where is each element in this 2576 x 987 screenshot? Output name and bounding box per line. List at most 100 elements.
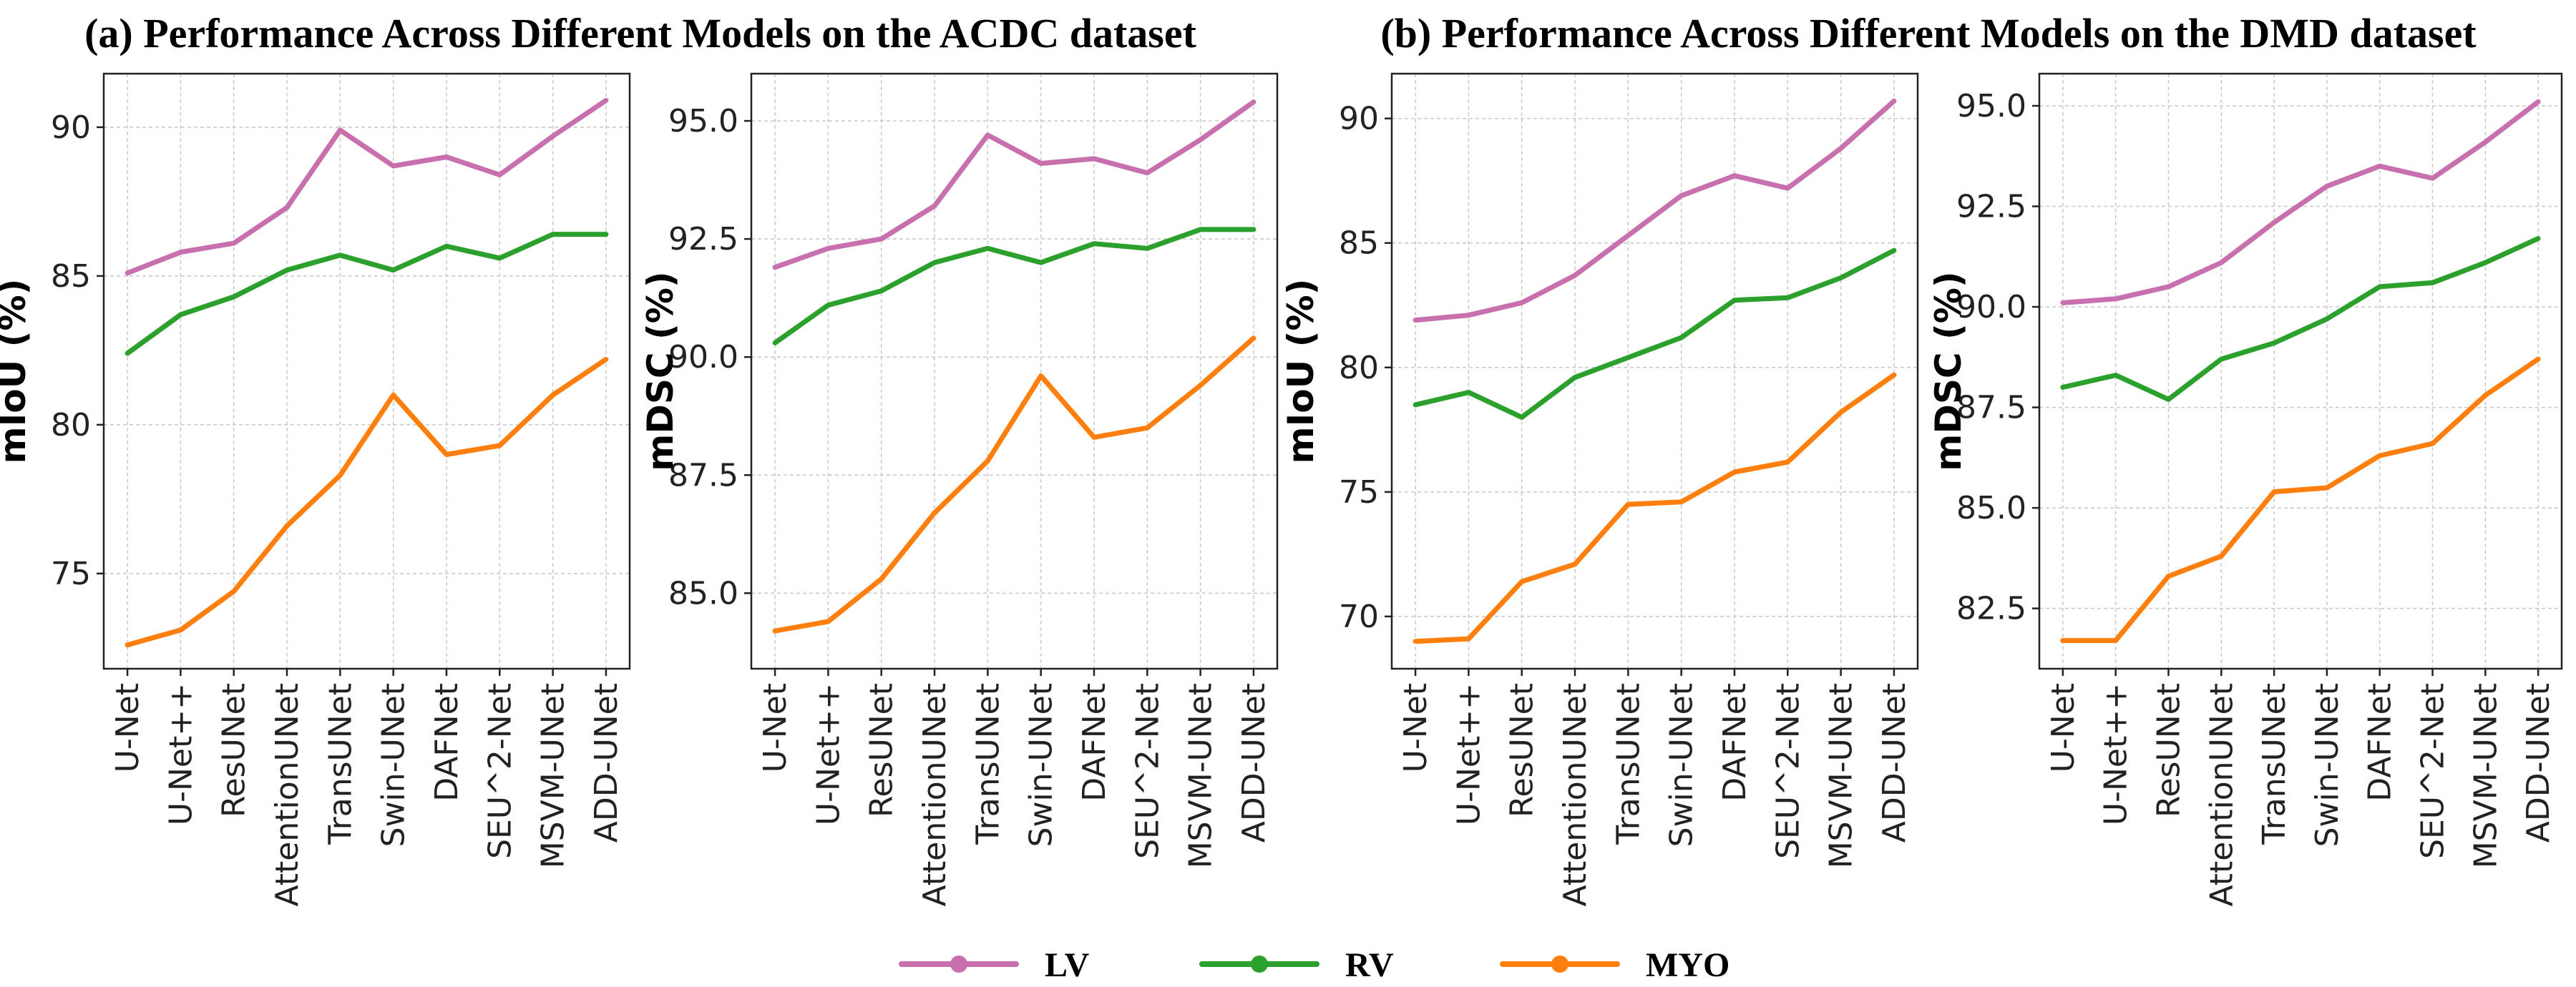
y-tick-label: 90	[1339, 101, 1379, 137]
legend-item-myo: MYO	[1500, 946, 1729, 984]
x-tick-label: U-Net++	[2098, 683, 2135, 825]
x-tick-label: AttentionUNet	[269, 683, 306, 907]
x-tick-label: AttentionUNet	[917, 683, 953, 907]
legend-marker	[950, 956, 967, 973]
x-tick-label: SEU^2-Net	[1770, 683, 1806, 859]
x-tick-label: Swin-UNet	[2309, 683, 2346, 847]
x-tick-label: ResUNet	[864, 683, 900, 817]
x-tick-label: ADD-UNet	[588, 683, 625, 843]
subplot-4: 82.5 85.0 87.5 90.0 92.5 95.0 U-Net U-Net++ ResU…	[1928, 72, 2563, 907]
legend-label: MYO	[1646, 946, 1729, 984]
subplot-3: 70 75 80 85 90 U-Net U-Net++ ResUNet AttentionUN…	[1280, 72, 1919, 907]
legend: LV RV MYO	[899, 946, 1729, 984]
x-tick-label: SEU^2-Net	[2415, 683, 2451, 859]
x-tick-label: MSVM-UNet	[1823, 683, 1860, 868]
x-tick-label: MSVM-UNet	[2467, 683, 2504, 868]
x-tick-label: U-Net++	[162, 683, 199, 825]
y-axis-label: mIoU (%)	[0, 279, 34, 464]
series-line-rv	[772, 227, 1257, 345]
x-tick-label: Swin-UNet	[1664, 683, 1700, 847]
y-tick-label: 87.5	[668, 457, 738, 494]
plot-frame	[1390, 72, 1919, 670]
y-tick-label: 82.5	[1956, 591, 2026, 627]
grid	[1392, 74, 1918, 669]
y-tick-label: 90.0	[1956, 289, 2026, 325]
plot-frame	[2038, 72, 2563, 670]
y-tick-label: 95.0	[1956, 88, 2026, 124]
legend-marker	[1251, 956, 1268, 973]
x-tick-label: ResUNet	[216, 683, 253, 817]
x-tick-label: TransUNet	[2256, 683, 2293, 845]
x-tick-label: TransUNet	[322, 683, 358, 845]
grid	[104, 74, 630, 669]
y-tick-label: 90.0	[668, 339, 738, 375]
y-tick-label: 85	[51, 258, 91, 295]
y-tick-label: 80	[1339, 350, 1379, 386]
series-line-myo	[1413, 372, 1897, 644]
plot-frame	[102, 72, 631, 670]
x-tick-label: ResUNet	[1504, 683, 1541, 817]
y-tick-label: 85.0	[668, 575, 738, 612]
x-tick-label: ADD-UNet	[1876, 683, 1913, 843]
legend-label: RV	[1345, 946, 1394, 984]
x-tick-label: DAFNet	[1076, 683, 1113, 802]
x-tick-label: Swin-UNet	[1023, 683, 1060, 847]
x-tick-label: DAFNet	[2362, 683, 2399, 802]
x-tick-label: U-Net++	[1450, 683, 1487, 825]
subplot-1: 75 80 85 90 U-Net U-Net++ ResUNet AttentionUNet…	[0, 72, 631, 907]
y-tick-label: 75	[51, 556, 91, 592]
series-line-lv	[772, 99, 1257, 270]
series-line-lv	[2060, 99, 2541, 305]
x-tick-label: SEU^2-Net	[1129, 683, 1166, 859]
x-tick-label: U-Net	[1397, 683, 1434, 772]
series-line-rv	[2060, 236, 2541, 402]
title-acdc: (a) Performance Across Different Models …	[84, 10, 1197, 57]
title-dmd: (b) Performance Across Different Models …	[1380, 10, 2477, 57]
x-tick-label: AttentionUNet	[1557, 683, 1594, 907]
series-line-lv	[125, 97, 609, 276]
x-tick-label: ResUNet	[2150, 683, 2187, 817]
y-tick-label: 80	[51, 407, 91, 443]
y-tick-label: 90	[51, 109, 91, 146]
y-tick-label: 95.0	[668, 103, 738, 139]
y-tick-label: 92.5	[1956, 189, 2026, 225]
x-tick-label: ADD-UNet	[2520, 683, 2557, 843]
x-tick-label: DAFNet	[429, 683, 465, 802]
x-tick-label: TransUNet	[1610, 683, 1646, 845]
y-axis-label: mIoU (%)	[1280, 279, 1322, 464]
y-axis-label: mDSC (%)	[640, 271, 681, 471]
grid	[751, 74, 1277, 669]
x-tick-label: U-Net	[109, 683, 146, 772]
series-line-rv	[1413, 247, 1897, 420]
legend-item-lv: LV	[899, 946, 1090, 984]
y-tick-label: 87.5	[1956, 390, 2026, 426]
legend-label: LV	[1045, 946, 1090, 984]
x-tick-label: SEU^2-Net	[482, 683, 518, 859]
y-tick-label: 92.5	[668, 221, 738, 257]
y-tick-label: 75	[1339, 474, 1379, 511]
y-tick-label: 85	[1339, 225, 1379, 262]
subplot-2: 85.0 87.5 90.0 92.5 95.0 U-Net U-Net++ ResUNet A…	[640, 72, 1279, 907]
x-tick-label: U-Net	[2045, 683, 2082, 772]
x-tick-label: MSVM-UNet	[1183, 683, 1219, 868]
plot-frame	[750, 72, 1279, 670]
x-tick-label: U-Net	[757, 683, 794, 772]
y-axis-label: mDSC (%)	[1928, 271, 1969, 471]
legend-item-rv: RV	[1199, 946, 1394, 984]
x-tick-label: DAFNet	[1717, 683, 1753, 802]
x-tick-label: TransUNet	[970, 683, 1006, 845]
grid	[2039, 74, 2562, 669]
series-line-lv	[1413, 98, 1897, 323]
x-tick-label: ADD-UNet	[1236, 683, 1272, 843]
series-line-myo	[2060, 356, 2541, 644]
series-line-myo	[125, 356, 609, 648]
x-tick-label: AttentionUNet	[2203, 683, 2240, 907]
series-line-myo	[772, 335, 1257, 634]
y-tick-label: 70	[1339, 599, 1379, 635]
x-tick-label: MSVM-UNet	[535, 683, 572, 868]
y-tick-label: 85.0	[1956, 490, 2026, 526]
x-tick-label: U-Net++	[810, 683, 847, 825]
x-tick-label: Swin-UNet	[376, 683, 412, 847]
series-line-rv	[125, 232, 609, 356]
